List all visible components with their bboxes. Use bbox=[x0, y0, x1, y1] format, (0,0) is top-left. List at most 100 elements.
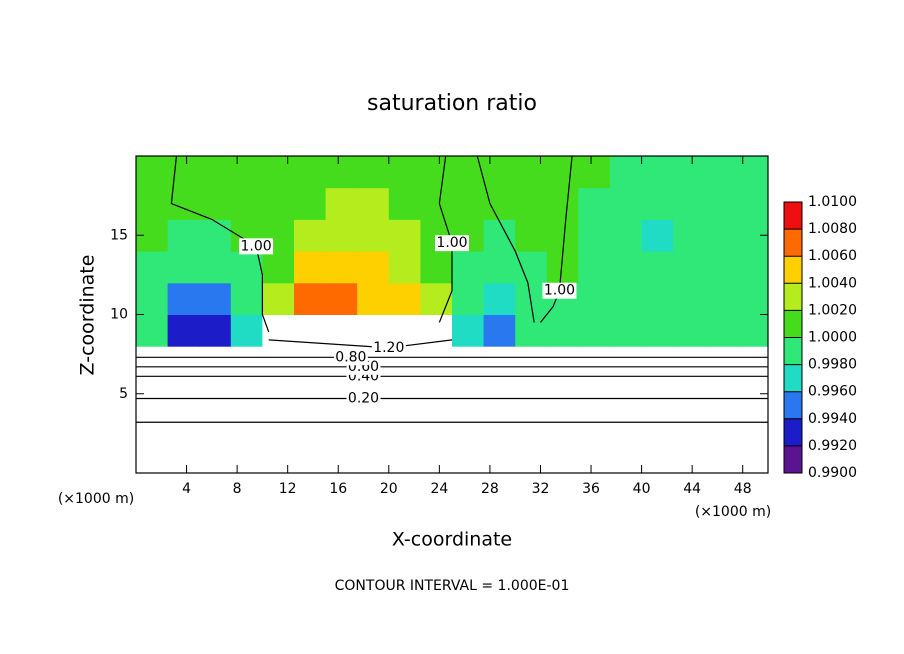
contour-label-bg bbox=[542, 282, 577, 299]
x-tick-label: 40 bbox=[633, 481, 651, 497]
field-cell bbox=[357, 187, 390, 220]
field-cell bbox=[452, 251, 485, 284]
field-cell bbox=[578, 187, 611, 220]
field-cell bbox=[641, 346, 674, 379]
field-cell bbox=[578, 346, 611, 379]
field-cell bbox=[167, 314, 200, 347]
field-cell bbox=[452, 314, 485, 347]
field-cell bbox=[136, 282, 169, 315]
field-cell bbox=[325, 251, 358, 284]
field-cell bbox=[483, 346, 516, 379]
x-tick-label: 12 bbox=[279, 481, 297, 497]
field-cell bbox=[262, 346, 295, 379]
field-cell bbox=[294, 282, 327, 315]
field-cell bbox=[325, 219, 358, 252]
field-cell bbox=[167, 156, 200, 189]
x-tick-label: 16 bbox=[329, 481, 347, 497]
y-tick-label: 10 bbox=[110, 307, 128, 323]
field-cell bbox=[641, 251, 674, 284]
field-cell bbox=[452, 187, 485, 220]
field-cell bbox=[673, 314, 706, 347]
field-cell bbox=[420, 251, 453, 284]
field-cell bbox=[357, 219, 390, 252]
colorbar-tick-label: 1.0060 bbox=[808, 248, 857, 264]
colorbar-tick-label: 1.0080 bbox=[808, 221, 857, 237]
field-cell bbox=[167, 346, 200, 379]
chart-title: saturation ratio bbox=[367, 91, 537, 116]
field-cell bbox=[704, 251, 737, 284]
field-cell bbox=[578, 251, 611, 284]
colorbar-band bbox=[784, 310, 802, 338]
field-cell bbox=[452, 156, 485, 189]
colorbar-band bbox=[784, 391, 802, 419]
field-cell bbox=[673, 156, 706, 189]
field-cell bbox=[546, 314, 579, 347]
field-cell bbox=[578, 156, 611, 189]
field-cell bbox=[230, 282, 263, 315]
field-cell bbox=[230, 251, 263, 284]
field-cell bbox=[641, 219, 674, 252]
field-cell bbox=[578, 282, 611, 315]
contour-label: 0.80 bbox=[335, 349, 366, 365]
contour-label-bg bbox=[239, 238, 274, 255]
colorbar-band bbox=[784, 283, 802, 311]
colorbar-band bbox=[784, 337, 802, 365]
x-tick-label: 36 bbox=[582, 481, 600, 497]
field-cell bbox=[483, 314, 516, 347]
colorbar-tick-label: 0.9960 bbox=[808, 384, 857, 400]
field-cell bbox=[546, 346, 579, 379]
y-tick-label: 5 bbox=[119, 386, 128, 402]
field-cell bbox=[199, 156, 232, 189]
field-cell bbox=[294, 219, 327, 252]
field-cell bbox=[388, 187, 421, 220]
field-cell bbox=[610, 187, 643, 220]
colorbar-band bbox=[784, 256, 802, 284]
field-cell bbox=[199, 219, 232, 252]
field-cell bbox=[736, 251, 768, 284]
colorbar-tick-label: 0.9920 bbox=[808, 438, 857, 454]
x-tick-label: 28 bbox=[481, 481, 499, 497]
contour-label: 1.20 bbox=[373, 340, 404, 356]
field-cell bbox=[420, 187, 453, 220]
field-cell bbox=[230, 156, 263, 189]
field-cell bbox=[452, 282, 485, 315]
field-cell bbox=[673, 346, 706, 379]
field-cell bbox=[262, 251, 295, 284]
field-cell bbox=[357, 282, 390, 315]
field-cell bbox=[641, 282, 674, 315]
field-cell bbox=[199, 346, 232, 379]
field-cell bbox=[262, 187, 295, 220]
x-tick-label: 48 bbox=[734, 481, 752, 497]
field-cell bbox=[136, 187, 169, 220]
colorbar-band bbox=[784, 445, 802, 473]
colorbar-band bbox=[784, 202, 802, 230]
field-cell bbox=[515, 219, 548, 252]
field-cell bbox=[673, 187, 706, 220]
field-cell bbox=[294, 187, 327, 220]
contour-label-bg bbox=[333, 349, 368, 366]
field-cell bbox=[704, 346, 737, 379]
field-cell bbox=[610, 346, 643, 379]
y-unit: (×1000 m) bbox=[58, 491, 134, 507]
field-cell bbox=[136, 314, 169, 347]
field-cell bbox=[388, 156, 421, 189]
field-cell bbox=[578, 219, 611, 252]
field-cell bbox=[673, 251, 706, 284]
field-cell bbox=[262, 282, 295, 315]
field-cell bbox=[357, 156, 390, 189]
field-cell bbox=[167, 219, 200, 252]
contour-label-bg bbox=[346, 390, 381, 407]
x-tick-label: 4 bbox=[182, 481, 191, 497]
field-cell bbox=[610, 282, 643, 315]
field-cell bbox=[452, 346, 485, 379]
x-tick-label: 20 bbox=[380, 481, 398, 497]
field-cell bbox=[420, 346, 453, 379]
field-cell bbox=[230, 187, 263, 220]
contour-label-bg bbox=[435, 235, 469, 252]
colorbar-tick-label: 0.9980 bbox=[808, 357, 857, 373]
field-cell bbox=[704, 187, 737, 220]
x-tick-label: 24 bbox=[430, 481, 448, 497]
colorbar-band bbox=[784, 418, 802, 446]
field-cell bbox=[325, 282, 358, 315]
